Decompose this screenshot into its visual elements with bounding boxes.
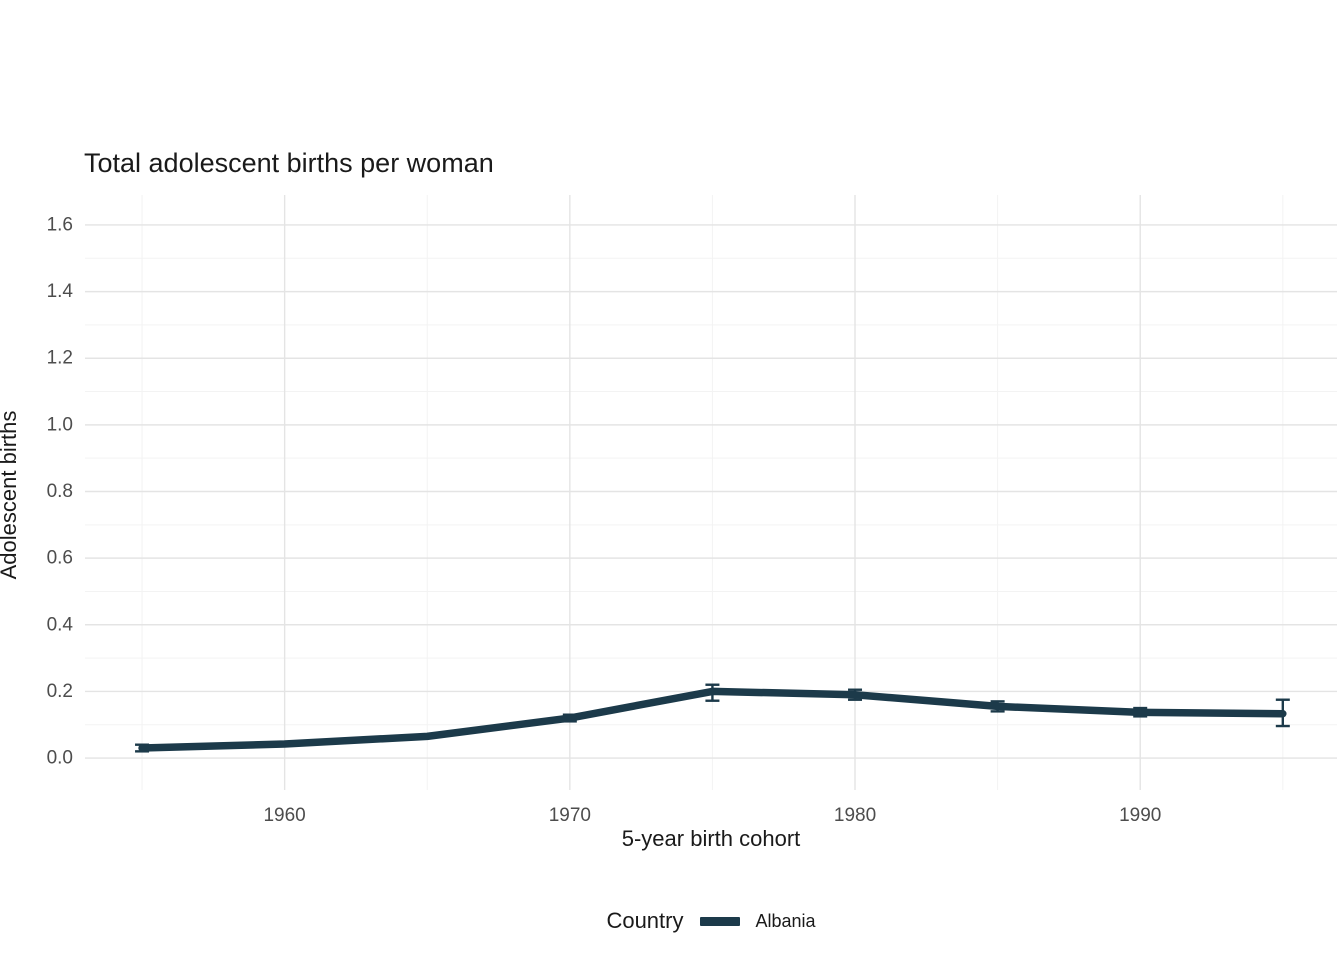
- y-tick-label: 0.4: [47, 614, 74, 635]
- y-tick-label: 1.0: [47, 414, 73, 435]
- y-tick-label: 0.8: [47, 481, 73, 502]
- gridlines: [85, 195, 1337, 790]
- y-axis-title: Adolescent births: [0, 411, 21, 580]
- y-tick-label: 0.6: [47, 548, 73, 569]
- chart-title: Total adolescent births per woman: [84, 148, 494, 178]
- y-tick-label: 0.2: [47, 681, 73, 702]
- legend-line-swatch: [699, 916, 740, 926]
- x-tick-label: 1980: [834, 805, 876, 826]
- y-tick-label: 1.6: [47, 214, 73, 235]
- legend: Country Albania: [85, 903, 1337, 939]
- legend-title: Country: [606, 908, 684, 933]
- x-tick-label: 1970: [549, 805, 591, 826]
- y-tick-label: 0.0: [47, 748, 73, 769]
- legend-entry-label: Albania: [755, 910, 816, 931]
- y-tick-label: 1.2: [47, 348, 73, 369]
- x-axis-title: 5-year birth cohort: [621, 826, 801, 851]
- axis-tick-labels: 0.0 0.2 0.4 0.6 0.8 1.0 1.2 1.4 1.6 1960 1970 1980 1…: [47, 214, 1162, 826]
- x-tick-label: 1960: [263, 805, 305, 826]
- x-tick-label: 1990: [1119, 805, 1161, 826]
- data-series-albania: [135, 683, 1290, 753]
- y-tick-label: 1.4: [47, 281, 74, 302]
